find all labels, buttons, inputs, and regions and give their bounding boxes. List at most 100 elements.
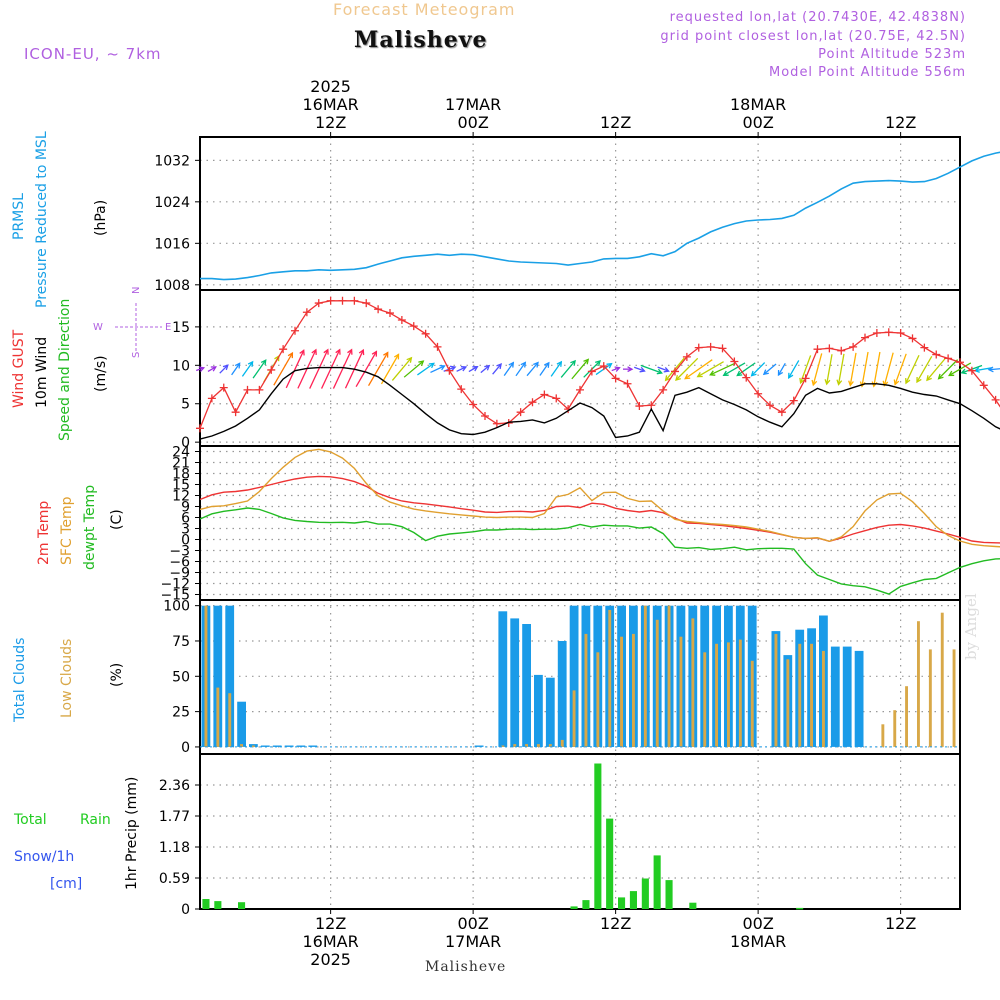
wind-arrow-head bbox=[811, 379, 818, 387]
gust-marker bbox=[837, 346, 846, 355]
wind-arrow-head bbox=[696, 372, 703, 378]
wind-arrow-head bbox=[247, 360, 254, 367]
wind-arrow-head bbox=[664, 375, 671, 382]
wind-arrow bbox=[430, 365, 445, 374]
y-tick-label: 0 bbox=[181, 740, 190, 756]
wind-arrow-head bbox=[882, 380, 889, 387]
wind-arrow bbox=[988, 368, 1000, 371]
wind-arrow-head bbox=[750, 370, 757, 377]
gust-marker bbox=[552, 394, 561, 403]
wind-arrow bbox=[763, 363, 777, 375]
top-tick-label: 16MAR bbox=[303, 95, 359, 114]
gust-marker bbox=[445, 366, 454, 375]
wind-arrow bbox=[697, 361, 724, 378]
wind-arrow bbox=[320, 349, 341, 389]
wind-panel: Wind GUST 10m Wind Speed and Direction (… bbox=[11, 287, 1000, 451]
gust-marker bbox=[872, 329, 881, 338]
gust-marker bbox=[528, 398, 537, 407]
low-cloud-bar bbox=[596, 652, 600, 747]
low-cloud-bar bbox=[715, 643, 718, 747]
precip-bar bbox=[202, 899, 210, 909]
low-cloud-bar bbox=[774, 633, 778, 747]
gust-marker bbox=[944, 354, 953, 363]
wind-arrow-head bbox=[222, 364, 229, 371]
low-cloud-bar bbox=[703, 652, 707, 747]
wind-arrow-head bbox=[606, 362, 613, 369]
low-cloud-bar bbox=[228, 693, 232, 747]
precip-frame bbox=[199, 753, 961, 910]
y-tick-label: 75 bbox=[172, 634, 190, 650]
y-tick-label: −12 bbox=[160, 577, 190, 593]
chart-subtitle: Forecast Meteogram bbox=[333, 0, 516, 19]
wind-arrow-head bbox=[948, 370, 955, 377]
bottom-tick-label: 12Z bbox=[885, 914, 916, 933]
wind-arrow bbox=[788, 360, 800, 379]
wind-arrow bbox=[297, 349, 317, 389]
total-cloud-bar bbox=[830, 646, 840, 747]
wind-arrow-head bbox=[496, 363, 502, 370]
gust-marker bbox=[409, 322, 418, 331]
low-cloud-bar bbox=[893, 710, 897, 747]
total-cloud-bar bbox=[225, 605, 235, 747]
wind-arrow-head bbox=[916, 376, 922, 384]
wind-arrow-head bbox=[627, 366, 634, 373]
y-tick-label: −3 bbox=[169, 544, 190, 560]
y-tick-label: 15 bbox=[172, 478, 190, 494]
wind-arrow bbox=[684, 359, 713, 380]
y-tick-label: 1016 bbox=[154, 236, 190, 252]
gust-marker bbox=[635, 402, 644, 411]
gust-marker bbox=[231, 408, 240, 417]
top-tick-label: 18MAR bbox=[730, 95, 786, 114]
wind-arrow bbox=[332, 349, 353, 389]
gust-marker bbox=[219, 383, 228, 392]
total-cloud-bar bbox=[510, 618, 520, 747]
compass-cross bbox=[115, 303, 162, 352]
wind-arrow-head bbox=[656, 368, 663, 375]
wind-arrow bbox=[723, 362, 746, 376]
gust-marker bbox=[766, 401, 774, 410]
top-tick-label: 00Z bbox=[457, 113, 488, 132]
wind-arrow bbox=[751, 362, 766, 377]
gust-marker bbox=[362, 299, 371, 308]
wind-arrow-head bbox=[926, 375, 932, 382]
wind-arrow bbox=[926, 357, 947, 381]
y-tick-label: 0 bbox=[181, 435, 190, 451]
y-tick-label: 10 bbox=[172, 358, 190, 374]
temp-ylabel: (C) bbox=[109, 509, 125, 530]
wind-arrow-head bbox=[905, 378, 911, 385]
gust-marker bbox=[694, 343, 703, 352]
total-cloud-bar bbox=[498, 611, 508, 747]
low-cloud-bar bbox=[905, 686, 908, 747]
model-label: ICON-EU, ~ 7km bbox=[24, 45, 162, 63]
wind-arrow-head bbox=[311, 348, 317, 355]
wind-speed-line bbox=[199, 366, 1000, 440]
low-cloud-bar bbox=[822, 650, 825, 747]
wind-arrow-head bbox=[893, 379, 900, 386]
gust-marker bbox=[908, 334, 917, 343]
gust-marker bbox=[350, 296, 359, 305]
precip-panel: Total Rain Snow/1h [cm] 1hr Precip (mm) … bbox=[13, 753, 961, 918]
wind-arrow bbox=[560, 360, 576, 378]
gust-marker bbox=[896, 329, 905, 338]
gust-marker bbox=[386, 309, 394, 318]
wind-arrow-head bbox=[960, 368, 967, 375]
bottom-tick-label: 16MAR bbox=[303, 932, 359, 951]
pressure-panel: PRMSL Pressure Reduced to MSL (hPa) 1008… bbox=[11, 131, 1000, 308]
wind-arrow-head bbox=[614, 366, 621, 372]
y-tick-label: 21 bbox=[172, 456, 190, 472]
wind-arrow bbox=[948, 362, 972, 376]
precip-bar bbox=[629, 891, 637, 909]
low-cloud-bar bbox=[572, 690, 576, 747]
bottom-tick-label: 2025 bbox=[310, 950, 351, 969]
wind-arrow bbox=[503, 362, 514, 377]
gust-marker bbox=[374, 305, 383, 314]
compass-south: S bbox=[131, 352, 142, 358]
gust-marker bbox=[742, 373, 751, 382]
wind-arrow bbox=[905, 354, 920, 384]
wind-arrow-head bbox=[347, 348, 353, 355]
y-tick-label: 1.77 bbox=[159, 809, 190, 825]
wind-arrow bbox=[380, 354, 400, 385]
gust-marker bbox=[861, 333, 869, 342]
wind-arrow bbox=[675, 357, 699, 381]
